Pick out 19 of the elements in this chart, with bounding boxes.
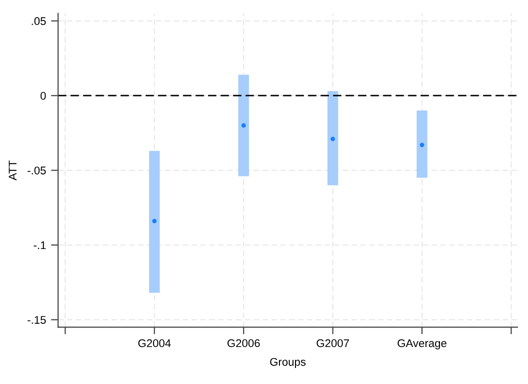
point	[420, 142, 424, 148]
point	[241, 123, 246, 128]
y-tick-label: -.15	[28, 316, 46, 324]
point	[330, 136, 335, 142]
x-tick-label: G2007	[316, 339, 349, 348]
point	[152, 218, 157, 224]
bar	[238, 74, 249, 176]
bar	[327, 91, 338, 186]
y-axis-title: ATT	[8, 160, 16, 180]
y-tick-label: -.05	[28, 166, 46, 174]
x-axis-title: Groups	[270, 358, 306, 368]
x-tick-label: GAverage	[398, 339, 446, 350]
y-tick-label: 0	[40, 92, 46, 100]
bar	[149, 150, 160, 293]
x-tick-label: G2004	[138, 339, 171, 348]
bar	[416, 110, 428, 178]
y-tick-label: -.1	[34, 241, 46, 250]
x-tick-label: G2006	[227, 339, 260, 348]
y-tick-label: .05	[32, 17, 46, 26]
